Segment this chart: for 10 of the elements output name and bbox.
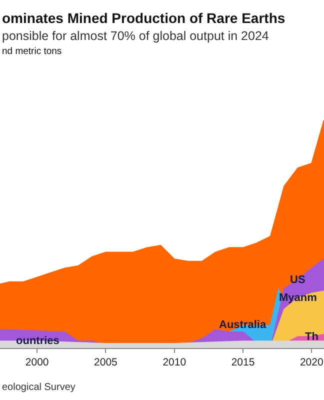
x-tick-label: 2005 <box>94 356 118 369</box>
chart-subtitle: ponsible for almost 70% of global output in 2024 <box>2 29 269 43</box>
x-tick-label: 2015 <box>231 356 255 369</box>
annotation: Th <box>305 331 319 343</box>
x-tick-label: 2000 <box>25 356 49 369</box>
text: nd metric tons <box>2 46 62 57</box>
text: eological Survey <box>2 382 76 393</box>
x-tick-label: 2020 <box>300 356 324 369</box>
x-tick-label: 2010 <box>162 356 186 369</box>
chart-title: ominates Mined Production of Rare Earths <box>2 10 286 26</box>
